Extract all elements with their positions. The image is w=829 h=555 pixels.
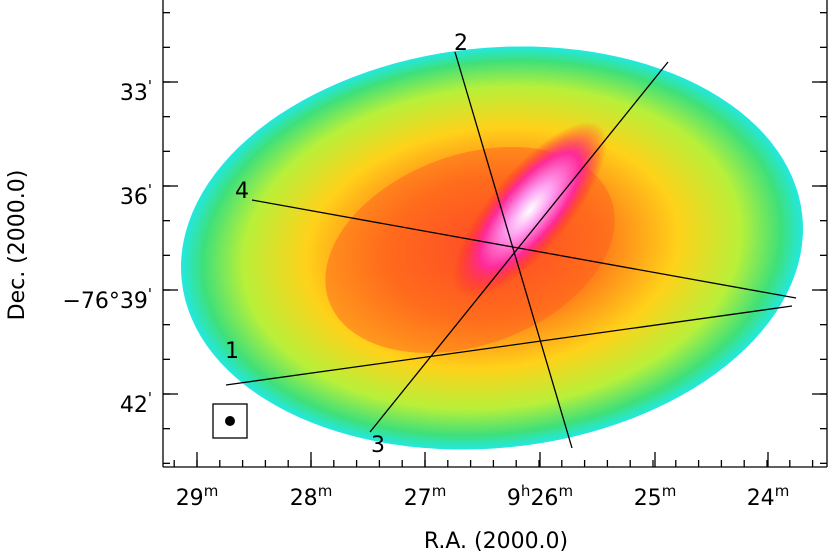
galaxy-image: [181, 46, 803, 450]
tick-label-sup: ': [148, 285, 152, 303]
tick-label-sup: m: [432, 482, 447, 500]
slice-line: [225, 305, 793, 386]
tick-label-text: 27: [404, 486, 432, 511]
tick-label: 24m: [747, 482, 790, 511]
emission-core: [452, 121, 608, 299]
tick-label-text: 26: [530, 486, 558, 511]
slice-label: 2: [454, 31, 468, 56]
y-axis-label: Dec. (2000.0): [5, 170, 30, 321]
tick-label: 27m: [404, 482, 447, 511]
slices: 1 2 3 4: [225, 31, 797, 458]
tick-label-sup: m: [775, 482, 790, 500]
beam: [225, 416, 235, 426]
tick-label-text: 9: [507, 486, 521, 511]
tick-label: 28m: [290, 482, 333, 511]
tick-label: 29m: [176, 482, 219, 511]
tick-label-sup: m: [318, 482, 333, 500]
tick-label-text: 42: [120, 393, 148, 418]
slice-label: 1: [225, 339, 239, 364]
tick-label-text: 28: [290, 486, 318, 511]
tick-label-text: 24: [747, 486, 775, 511]
slice-line: [251, 199, 797, 299]
x-axis-label: R.A. (2000.0): [424, 529, 568, 554]
tick-label: 42': [120, 389, 152, 418]
slice-label: 3: [371, 433, 385, 458]
tick-label: 9h26m: [507, 482, 573, 511]
tick-label: −76°39': [62, 285, 152, 314]
tick-label-sup: ': [148, 77, 152, 95]
tick-label: 33': [120, 77, 152, 106]
tick-label-text: 33: [120, 81, 148, 106]
tick-label-sup: m: [662, 482, 677, 500]
slice-line: [454, 51, 573, 449]
tick-label-text: 25: [634, 486, 662, 511]
slice-line: [369, 61, 669, 433]
tick-label-sup: ': [148, 389, 152, 407]
tick-label-sup: m: [558, 482, 573, 500]
frame: [162, 0, 828, 468]
tick-label-text: 29: [176, 486, 204, 511]
tick-label-text: 36: [120, 185, 148, 210]
tick-label-text: −76°39: [62, 289, 147, 314]
tick-label: 36': [120, 181, 152, 210]
ticks: [163, 12, 827, 467]
tick-label-sup: ': [148, 181, 152, 199]
slice-label: 4: [235, 179, 249, 204]
tick-label-sup: h: [521, 482, 531, 500]
tick-label-sup: m: [204, 482, 219, 500]
tick-label: 25m: [634, 482, 677, 511]
